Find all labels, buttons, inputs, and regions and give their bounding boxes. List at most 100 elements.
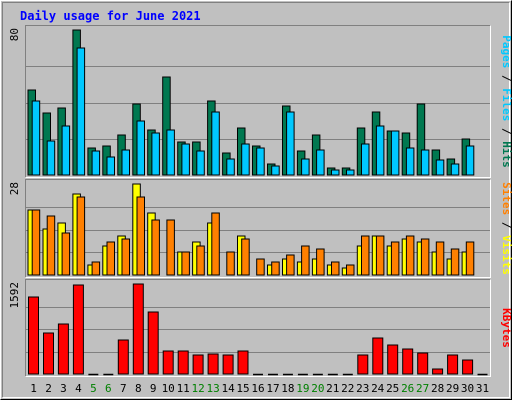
side-label-sites: Sites [500,182,512,215]
bar-kbytes-28 [432,368,444,375]
x-tick-label-5: 5 [90,382,97,395]
x-tick-label-27: 27 [416,382,429,395]
bar-files-15 [241,143,250,176]
bar-kbytes-3 [57,323,69,375]
x-tick-label-7: 7 [120,382,127,395]
x-tick-label-1: 1 [30,382,37,395]
bar-files-20 [316,149,325,176]
x-tick-label-19: 19 [296,382,309,395]
bar-kbytes-12 [192,354,204,375]
x-tick-label-31: 31 [476,382,489,395]
panel-kbytes: 1592 [8,279,491,377]
panel-frame-shadow [25,179,491,278]
panel-hits-files: 80 [8,25,491,178]
side-label-separator: / [500,68,512,88]
bar-sites-9 [151,219,160,276]
side-label-separator: / [500,215,512,235]
bar-files-12 [196,150,205,176]
bar-sites-20 [316,248,325,276]
bar-files-18 [286,111,295,176]
x-tick-label-13: 13 [206,382,219,395]
panel-frame-highlight [25,179,491,278]
bar-sites-1 [31,209,41,276]
panel-visits-sites: 28 [8,179,491,278]
x-tick-label-4: 4 [75,382,82,395]
bar-sites-27 [420,238,430,276]
x-tick-label-16: 16 [251,382,264,395]
x-tick-label-11: 11 [177,382,190,395]
x-tick-label-18: 18 [281,382,294,395]
panel-frame-highlight [25,25,491,178]
x-tick-label-9: 9 [150,382,157,395]
x-tick-label-25: 25 [386,382,399,395]
x-tick-label-2: 2 [45,382,52,395]
bar-sites-13 [211,212,220,276]
bar-sites-8 [136,196,145,276]
bar-kbytes-1 [28,296,39,375]
x-tick-label-21: 21 [326,382,339,395]
bar-sites-26 [405,235,415,276]
bar-files-19 [301,158,310,176]
bar-kbytes-23 [357,354,369,375]
bar-files-2 [46,140,56,176]
chart-title: Daily usage for June 2021 [20,9,201,23]
bar-files-30 [465,145,475,176]
bar-files-28 [435,159,445,176]
bar-sites-23 [361,235,370,276]
bar-files-26 [405,147,415,176]
bar-sites-22 [346,264,355,276]
bar-files-3 [61,125,71,176]
side-label-visits-sites: Sites / Visits [500,182,512,275]
side-label-kbytes: KBytes [500,308,512,348]
bar-files-10 [166,129,175,176]
panel-frame-highlight [25,279,491,377]
x-tick-label-30: 30 [461,382,474,395]
bar-sites-18 [286,254,295,276]
bar-sites-11 [181,251,190,276]
bar-kbytes-29 [447,354,459,375]
bar-sites-19 [301,245,310,276]
side-axis-labels: Pages / Files / Hits Sites / Visits KBytes [500,35,512,348]
bar-files-11 [181,143,190,176]
bar-kbytes-10 [162,350,174,375]
bar-sites-10 [166,219,175,276]
panel-ymax-label: 28 [8,182,21,195]
side-label-kbytes: KBytes [500,308,512,348]
x-tick-label-6: 6 [105,382,112,395]
bar-files-16 [256,147,265,176]
bar-files-29 [450,163,460,176]
bar-sites-25 [390,241,400,276]
bar-kbytes-24 [372,337,384,375]
bar-files-13 [211,111,220,176]
bar-files-24 [375,125,385,176]
x-tick-label-20: 20 [311,382,324,395]
bar-sites-16 [256,258,265,276]
bar-sites-5 [91,261,101,276]
bar-sites-12 [196,245,205,276]
bar-files-5 [91,150,101,176]
side-label-pages: Pages [500,35,512,68]
side-label-visits: Visits [500,235,512,275]
bar-files-17 [271,165,280,176]
bar-kbytes-9 [147,311,159,375]
x-tick-label-14: 14 [221,382,235,395]
panel-frame-shadow [25,279,491,377]
bar-sites-15 [241,238,250,276]
bar-sites-6 [106,241,115,276]
x-tick-label-28: 28 [431,382,444,395]
bar-files-7 [121,149,130,176]
bar-files-25 [390,130,400,176]
x-tick-label-29: 29 [446,382,459,395]
bar-kbytes-2 [43,332,54,375]
bar-sites-2 [46,215,56,276]
bar-kbytes-25 [387,344,399,375]
side-label-hits-files: Pages / Files / Hits [500,35,512,168]
side-label-files: Files [500,88,512,121]
bar-kbytes-13 [207,353,219,375]
bar-sites-24 [375,235,385,276]
bar-files-27 [420,149,430,176]
bar-sites-3 [61,232,71,276]
